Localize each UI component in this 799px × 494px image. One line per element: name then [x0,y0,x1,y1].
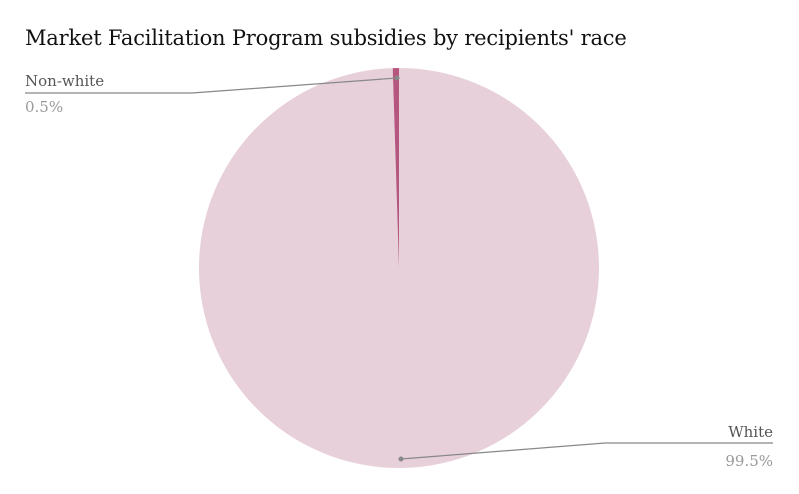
slice-label-nonwhite: Non-white [25,72,104,90]
leader-line-white-dot [398,456,404,462]
leader-line-nonwhite-dot [394,75,400,81]
pie-slice-white [198,68,599,468]
leader-line-white [400,442,773,460]
slice-value-nonwhite: 0.5% [25,98,63,116]
pie-slice-nonwhite [392,68,399,268]
slice-value-white: 99.5% [725,452,773,470]
slice-label-white: White [728,423,773,441]
chart-title: Market Facilitation Program subsidies by… [25,26,627,50]
leader-line-nonwhite [25,77,398,94]
